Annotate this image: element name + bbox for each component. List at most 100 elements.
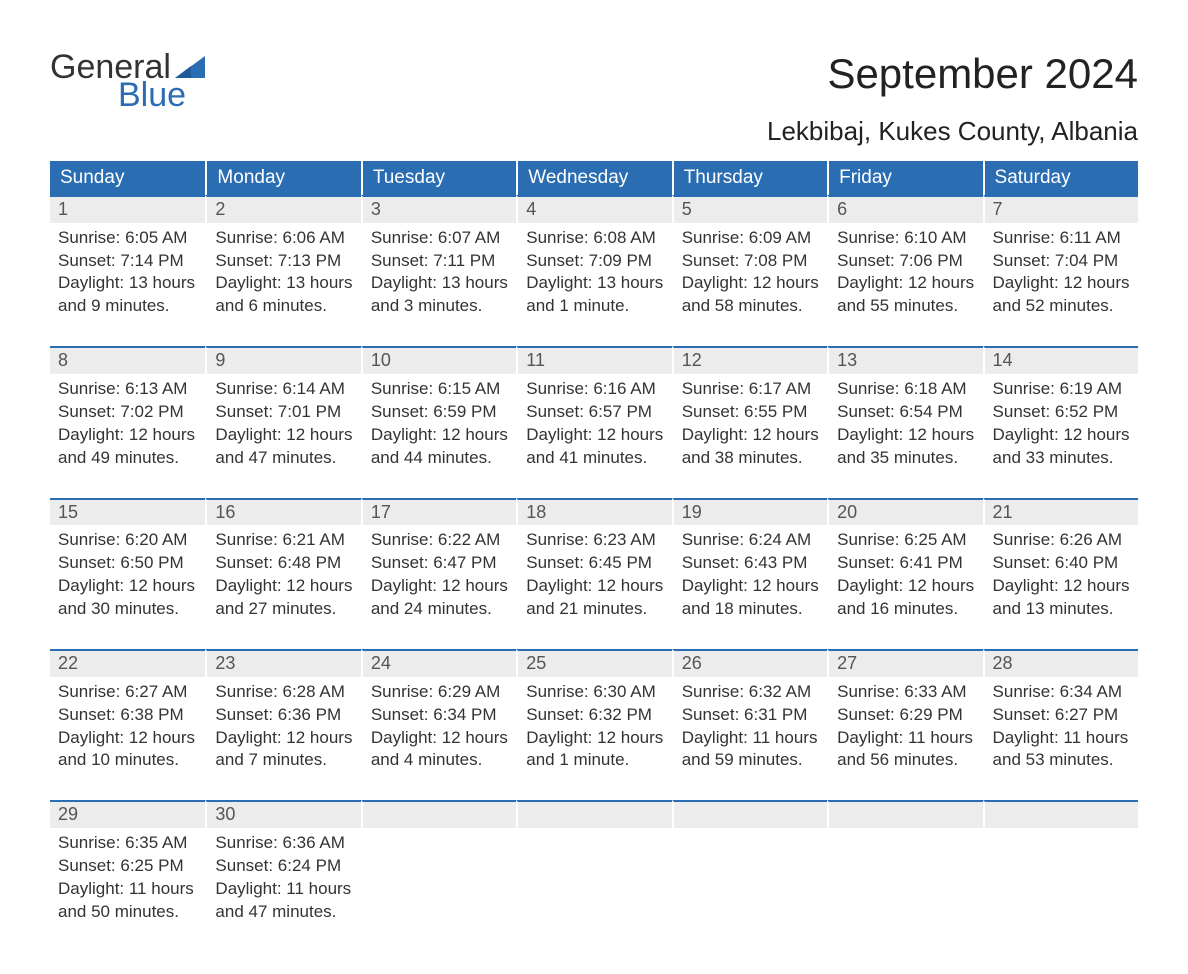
daylight-line-2: and 9 minutes. (58, 295, 197, 318)
daylight-line-1: Daylight: 11 hours (58, 878, 197, 901)
day-body: Sunrise: 6:19 AMSunset: 6:52 PMDaylight:… (985, 374, 1138, 498)
daylight-line-1: Daylight: 12 hours (215, 727, 352, 750)
day-body: Sunrise: 6:08 AMSunset: 7:09 PMDaylight:… (518, 223, 671, 347)
sunrise-line: Sunrise: 6:05 AM (58, 227, 197, 250)
daylight-line-1: Daylight: 12 hours (993, 272, 1130, 295)
day-body: Sunrise: 6:05 AMSunset: 7:14 PMDaylight:… (50, 223, 205, 347)
day-number: 1 (50, 197, 205, 223)
daylight-line-2: and 16 minutes. (837, 598, 974, 621)
sunrise-line: Sunrise: 6:26 AM (993, 529, 1130, 552)
day-number: 11 (518, 348, 671, 374)
weekday-header: Saturday (983, 161, 1138, 195)
calendar-cell: 20Sunrise: 6:25 AMSunset: 6:41 PMDayligh… (827, 498, 982, 649)
calendar-cell: 10Sunrise: 6:15 AMSunset: 6:59 PMDayligh… (361, 346, 516, 497)
weekday-header: Wednesday (516, 161, 671, 195)
month-title: September 2024 (767, 50, 1138, 98)
day-body: Sunrise: 6:23 AMSunset: 6:45 PMDaylight:… (518, 525, 671, 649)
day-body: Sunrise: 6:17 AMSunset: 6:55 PMDaylight:… (674, 374, 827, 498)
brand-text-2: Blue (118, 78, 186, 112)
calendar-cell: 29Sunrise: 6:35 AMSunset: 6:25 PMDayligh… (50, 800, 205, 933)
day-body: Sunrise: 6:27 AMSunset: 6:38 PMDaylight:… (50, 677, 205, 801)
day-body: Sunrise: 6:26 AMSunset: 6:40 PMDaylight:… (985, 525, 1138, 649)
daylight-line-2: and 49 minutes. (58, 447, 197, 470)
sunset-line: Sunset: 6:59 PM (371, 401, 508, 424)
sunset-line: Sunset: 6:36 PM (215, 704, 352, 727)
calendar-cell: 30Sunrise: 6:36 AMSunset: 6:24 PMDayligh… (205, 800, 360, 933)
calendar-cell: 15Sunrise: 6:20 AMSunset: 6:50 PMDayligh… (50, 498, 205, 649)
calendar-cell: 7Sunrise: 6:11 AMSunset: 7:04 PMDaylight… (983, 195, 1138, 346)
daylight-line-1: Daylight: 12 hours (58, 424, 197, 447)
calendar-cell: 22Sunrise: 6:27 AMSunset: 6:38 PMDayligh… (50, 649, 205, 800)
day-number: 24 (363, 651, 516, 677)
daylight-line-2: and 50 minutes. (58, 901, 197, 924)
location-label: Lekbibaj, Kukes County, Albania (767, 116, 1138, 147)
weekday-header: Sunday (50, 161, 205, 195)
day-number: 2 (207, 197, 360, 223)
day-number: 19 (674, 500, 827, 526)
daylight-line-1: Daylight: 12 hours (837, 272, 974, 295)
daylight-line-2: and 47 minutes. (215, 901, 352, 924)
day-body: Sunrise: 6:09 AMSunset: 7:08 PMDaylight:… (674, 223, 827, 347)
day-body-empty (674, 828, 827, 902)
daylight-line-2: and 53 minutes. (993, 749, 1130, 772)
sunrise-line: Sunrise: 6:20 AM (58, 529, 197, 552)
daylight-line-2: and 38 minutes. (682, 447, 819, 470)
day-number: 6 (829, 197, 982, 223)
day-number: 21 (985, 500, 1138, 526)
sunset-line: Sunset: 6:32 PM (526, 704, 663, 727)
day-body: Sunrise: 6:30 AMSunset: 6:32 PMDaylight:… (518, 677, 671, 801)
sunset-line: Sunset: 7:11 PM (371, 250, 508, 273)
daylight-line-2: and 59 minutes. (682, 749, 819, 772)
daylight-line-1: Daylight: 13 hours (526, 272, 663, 295)
calendar-cell: 25Sunrise: 6:30 AMSunset: 6:32 PMDayligh… (516, 649, 671, 800)
daylight-line-1: Daylight: 12 hours (682, 272, 819, 295)
day-body-empty (829, 828, 982, 902)
day-body: Sunrise: 6:33 AMSunset: 6:29 PMDaylight:… (829, 677, 982, 801)
day-number: 12 (674, 348, 827, 374)
day-number-empty (985, 802, 1138, 828)
daylight-line-1: Daylight: 12 hours (526, 727, 663, 750)
day-number: 26 (674, 651, 827, 677)
sunrise-line: Sunrise: 6:33 AM (837, 681, 974, 704)
daylight-line-1: Daylight: 13 hours (58, 272, 197, 295)
daylight-line-1: Daylight: 12 hours (526, 575, 663, 598)
sunset-line: Sunset: 6:29 PM (837, 704, 974, 727)
day-number: 5 (674, 197, 827, 223)
day-number: 7 (985, 197, 1138, 223)
day-number: 18 (518, 500, 671, 526)
calendar-cell: 6Sunrise: 6:10 AMSunset: 7:06 PMDaylight… (827, 195, 982, 346)
day-number: 30 (207, 802, 360, 828)
sunset-line: Sunset: 6:48 PM (215, 552, 352, 575)
day-number: 27 (829, 651, 982, 677)
sunset-line: Sunset: 6:43 PM (682, 552, 819, 575)
sunset-line: Sunset: 6:40 PM (993, 552, 1130, 575)
daylight-line-2: and 47 minutes. (215, 447, 352, 470)
daylight-line-2: and 3 minutes. (371, 295, 508, 318)
day-number: 23 (207, 651, 360, 677)
daylight-line-1: Daylight: 13 hours (215, 272, 352, 295)
sunset-line: Sunset: 6:54 PM (837, 401, 974, 424)
daylight-line-1: Daylight: 12 hours (837, 424, 974, 447)
calendar-cell: 2Sunrise: 6:06 AMSunset: 7:13 PMDaylight… (205, 195, 360, 346)
calendar-cell: 18Sunrise: 6:23 AMSunset: 6:45 PMDayligh… (516, 498, 671, 649)
sunset-line: Sunset: 6:55 PM (682, 401, 819, 424)
sunrise-line: Sunrise: 6:35 AM (58, 832, 197, 855)
daylight-line-1: Daylight: 12 hours (837, 575, 974, 598)
daylight-line-2: and 6 minutes. (215, 295, 352, 318)
calendar-cell (827, 800, 982, 933)
sunrise-line: Sunrise: 6:09 AM (682, 227, 819, 250)
calendar-cell: 14Sunrise: 6:19 AMSunset: 6:52 PMDayligh… (983, 346, 1138, 497)
day-number-empty (829, 802, 982, 828)
sunset-line: Sunset: 6:50 PM (58, 552, 197, 575)
daylight-line-1: Daylight: 12 hours (526, 424, 663, 447)
calendar-cell (361, 800, 516, 933)
calendar-week-row: 29Sunrise: 6:35 AMSunset: 6:25 PMDayligh… (50, 800, 1138, 933)
daylight-line-2: and 1 minute. (526, 295, 663, 318)
daylight-line-1: Daylight: 11 hours (993, 727, 1130, 750)
daylight-line-1: Daylight: 12 hours (993, 575, 1130, 598)
day-number: 28 (985, 651, 1138, 677)
day-number: 16 (207, 500, 360, 526)
sunrise-line: Sunrise: 6:29 AM (371, 681, 508, 704)
calendar-cell: 16Sunrise: 6:21 AMSunset: 6:48 PMDayligh… (205, 498, 360, 649)
brand-logo: General Blue (50, 50, 205, 112)
